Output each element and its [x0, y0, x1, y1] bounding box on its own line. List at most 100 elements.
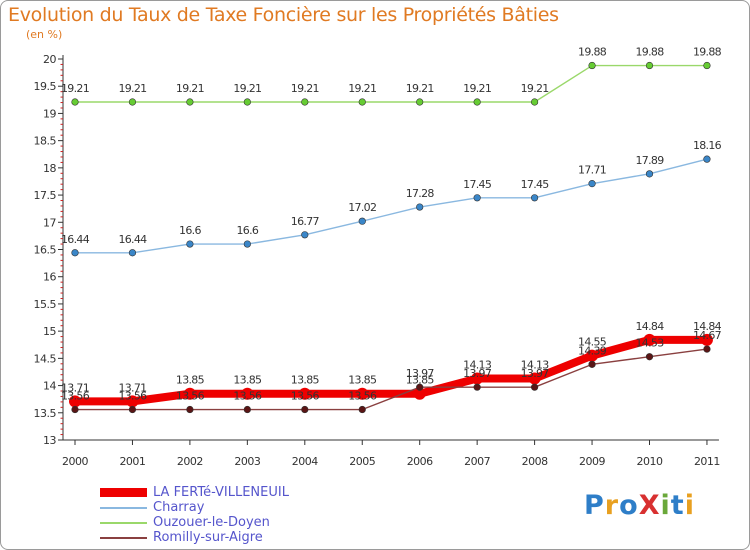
legend-label-la-ferte-villeneuil: LA FERTé-VILLENEUIL — [153, 485, 289, 500]
series-2-point — [71, 98, 79, 106]
series-1-data-label: 17.71 — [578, 164, 606, 177]
series-2-point — [186, 98, 194, 106]
logo-letter: i — [684, 490, 695, 521]
series-3-point — [358, 405, 366, 414]
series-1-point — [186, 240, 194, 248]
series-2-data-label: 19.21 — [463, 82, 491, 95]
series-1-data-label: 16.44 — [118, 233, 147, 246]
series-0-point — [241, 387, 254, 400]
series-0-point — [69, 395, 81, 408]
series-1-data-label: 17.02 — [348, 201, 376, 214]
y-tick-label: 18 — [43, 162, 56, 175]
series-3-data-label: 14.53 — [636, 337, 665, 350]
series-0-data-label: 14.55 — [578, 336, 607, 349]
series-1-data-label: 17.45 — [521, 178, 550, 191]
series-2-data-label: 19.21 — [118, 82, 146, 95]
series-0-data-label: 14.13 — [463, 358, 492, 371]
series-2-data-label: 19.88 — [636, 46, 665, 59]
unit-label: (en %) — [26, 28, 63, 41]
series-0-data-label: 14.13 — [521, 358, 550, 371]
series-0-point — [126, 395, 139, 408]
series-1-data-label: 16.44 — [61, 233, 90, 246]
series-1-point — [358, 217, 366, 225]
y-tick-label: 14.5 — [34, 352, 57, 365]
series-3-point — [473, 383, 481, 391]
x-tick-label: 2008 — [522, 455, 548, 468]
series-1-point — [588, 180, 596, 188]
y-tick-label: 19.5 — [34, 80, 57, 93]
legend-swatch-charray — [100, 506, 147, 509]
series-0-data-label: 14.84 — [693, 320, 722, 333]
series-0-data-label: 13.85 — [233, 374, 262, 387]
x-tick-label: 2003 — [234, 455, 260, 468]
series-3-data-label: 13.56 — [233, 390, 262, 403]
proxiti-logo: ProXiti — [584, 490, 695, 521]
series-3-point — [416, 383, 424, 391]
y-tick-label: 15.5 — [34, 298, 57, 311]
series-2-point — [473, 98, 481, 106]
series-3-point — [186, 405, 194, 414]
series-1-data-label: 16.77 — [291, 215, 320, 228]
series-line-1 — [74, 158, 708, 254]
legend-label-charray: Charray — [153, 500, 205, 515]
y-tick-label: 18.5 — [34, 135, 57, 148]
series-3-point — [703, 345, 711, 353]
series-0-data-label: 14.84 — [636, 320, 665, 333]
y-tick-label: 17 — [43, 216, 56, 229]
series-2-data-label: 19.88 — [578, 46, 607, 59]
series-2-data-label: 19.21 — [406, 82, 434, 95]
series-3-point — [645, 353, 654, 361]
series-0-data-label: 13.71 — [118, 381, 146, 394]
series-1-data-label: 16.6 — [236, 224, 258, 237]
series-1-point — [645, 170, 654, 178]
x-tick-label: 2000 — [62, 455, 88, 468]
legend-item-charray: Charray — [100, 500, 204, 515]
series-3-point — [71, 405, 79, 414]
series-2-data-label: 19.21 — [176, 82, 204, 95]
series-2-point — [588, 61, 596, 70]
y-tick-label: 20 — [43, 53, 56, 66]
x-tick-label: 2002 — [177, 455, 203, 468]
series-0-point — [643, 333, 656, 346]
series-0-point — [413, 387, 426, 400]
y-tick-label: 14 — [43, 380, 56, 393]
series-0-point — [356, 387, 369, 400]
series-1-point — [530, 194, 539, 202]
legend-item-romilly-sur-aigre: Romilly-sur-Aigre — [100, 530, 263, 545]
series-0-point — [586, 349, 599, 362]
series-3-data-label: 13.97 — [463, 367, 492, 380]
legend-label-ouzouer-le-doyen: Ouzouer-le-Doyen — [153, 515, 270, 530]
series-2-point — [703, 61, 711, 70]
x-tick-label: 2006 — [407, 455, 433, 468]
series-0-data-label: 13.85 — [176, 374, 205, 387]
series-0-point — [700, 333, 713, 346]
series-1-data-label: 18.16 — [693, 139, 722, 152]
series-0-data-label: 13.85 — [348, 374, 377, 387]
logo-letter: X — [638, 490, 661, 521]
series-1-point — [301, 231, 309, 239]
series-line-0 — [71, 335, 711, 406]
y-tick-label: 17.5 — [34, 189, 57, 202]
legend-swatch-ouzouer-le-doyen — [100, 521, 147, 524]
chart-title: Evolution du Taux de Taxe Foncière sur l… — [8, 4, 559, 26]
series-0-point — [528, 372, 541, 385]
x-tick-label: 2004 — [292, 455, 318, 468]
series-2-point — [358, 98, 366, 106]
series-3-data-label: 13.56 — [118, 390, 147, 403]
series-2-data-label: 19.21 — [521, 82, 549, 95]
y-tick-label: 15 — [43, 325, 56, 338]
y-tick-label: 16 — [43, 271, 56, 284]
logo-letter: o — [619, 490, 639, 521]
series-3-data-label: 13.56 — [61, 390, 90, 403]
x-tick-label: 2001 — [119, 455, 145, 468]
series-1-data-label: 17.45 — [463, 178, 492, 191]
series-2-point — [645, 61, 654, 70]
series-0-point — [298, 387, 311, 400]
series-3-point — [301, 405, 309, 414]
series-3-point — [588, 360, 596, 368]
legend-swatch-romilly-sur-aigre — [100, 536, 147, 539]
series-3-data-label: 13.56 — [348, 390, 377, 403]
series-3-data-label: 13.97 — [521, 367, 550, 380]
series-2-data-label: 19.21 — [233, 82, 261, 95]
series-0-point — [183, 387, 196, 400]
